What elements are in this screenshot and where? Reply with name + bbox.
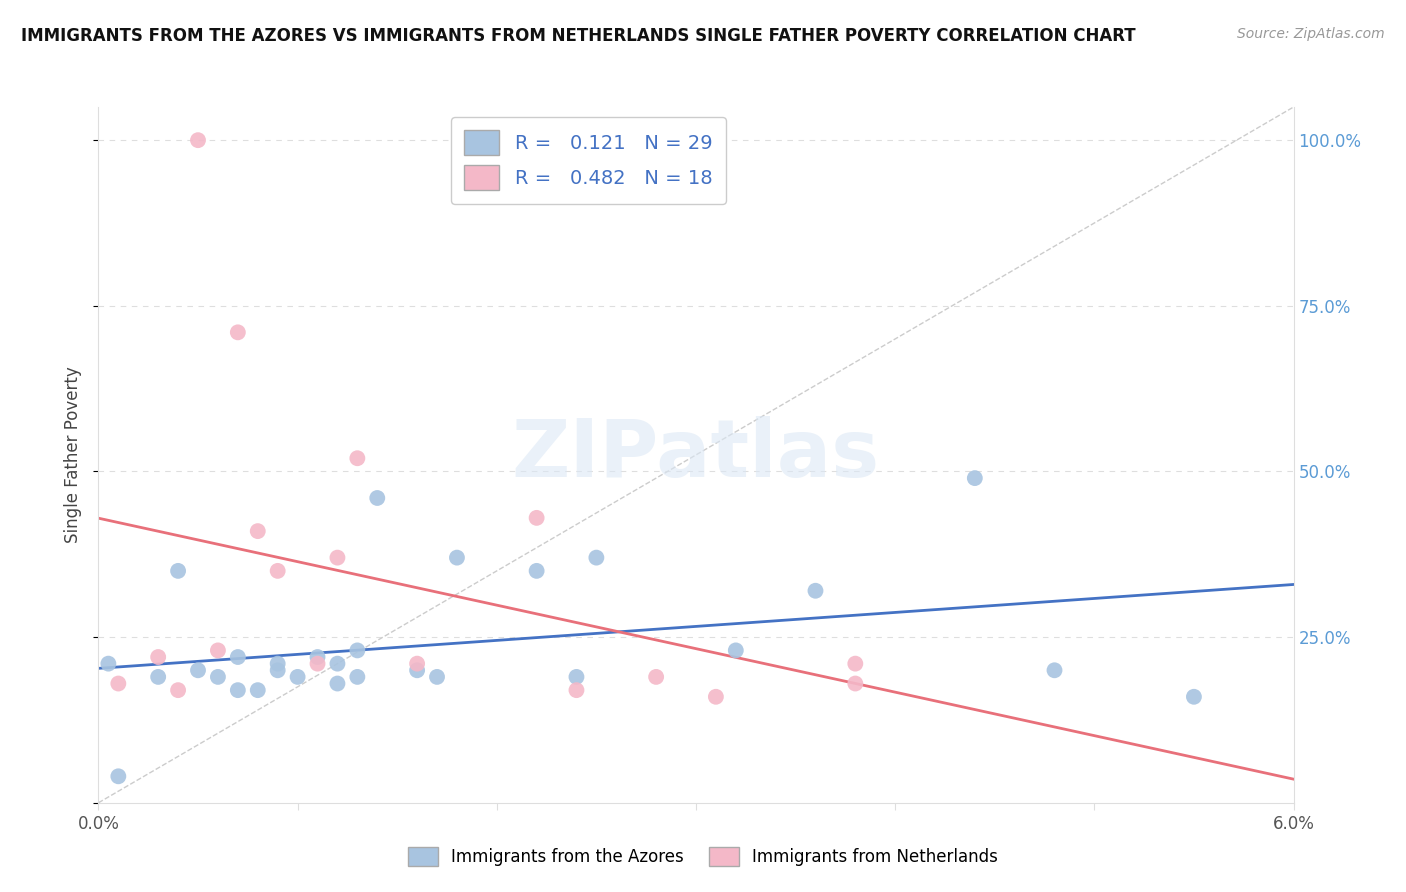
Point — [148, 650, 170, 665]
Point — [526, 564, 548, 578]
Point — [267, 663, 290, 677]
Point — [326, 550, 349, 565]
Point — [307, 650, 329, 665]
Point — [346, 670, 368, 684]
Point — [366, 491, 388, 505]
Point — [585, 550, 607, 565]
Point — [107, 676, 129, 690]
Point — [406, 657, 429, 671]
Legend: R =   0.121   N = 29, R =   0.482   N = 18: R = 0.121 N = 29, R = 0.482 N = 18 — [451, 117, 725, 203]
Point — [844, 657, 866, 671]
Point — [446, 550, 468, 565]
Point — [287, 670, 309, 684]
Point — [246, 524, 269, 538]
Point — [167, 564, 190, 578]
Point — [246, 683, 269, 698]
Point — [565, 683, 588, 698]
Point — [148, 670, 170, 684]
Point — [187, 133, 209, 147]
Point — [704, 690, 727, 704]
Point — [307, 657, 329, 671]
Point — [1182, 690, 1205, 704]
Point — [1043, 663, 1066, 677]
Point — [107, 769, 129, 783]
Point — [326, 657, 349, 671]
Point — [426, 670, 449, 684]
Text: IMMIGRANTS FROM THE AZORES VS IMMIGRANTS FROM NETHERLANDS SINGLE FATHER POVERTY : IMMIGRANTS FROM THE AZORES VS IMMIGRANTS… — [21, 27, 1136, 45]
Point — [346, 451, 368, 466]
Text: Source: ZipAtlas.com: Source: ZipAtlas.com — [1237, 27, 1385, 41]
Point — [526, 511, 548, 525]
Point — [226, 683, 249, 698]
Point — [187, 663, 209, 677]
Point — [226, 326, 249, 340]
Point — [724, 643, 747, 657]
Point — [207, 670, 229, 684]
Point — [326, 676, 349, 690]
Point — [267, 564, 290, 578]
Point — [226, 650, 249, 665]
Point — [267, 657, 290, 671]
Text: ZIPatlas: ZIPatlas — [512, 416, 880, 494]
Point — [97, 657, 120, 671]
Legend: Immigrants from the Azores, Immigrants from Netherlands: Immigrants from the Azores, Immigrants f… — [399, 838, 1007, 875]
Point — [645, 670, 668, 684]
Point — [346, 643, 368, 657]
Y-axis label: Single Father Poverty: Single Father Poverty — [65, 367, 83, 543]
Point — [963, 471, 986, 485]
Point — [844, 676, 866, 690]
Point — [207, 643, 229, 657]
Point — [167, 683, 190, 698]
Point — [406, 663, 429, 677]
Point — [804, 583, 827, 598]
Point — [565, 670, 588, 684]
